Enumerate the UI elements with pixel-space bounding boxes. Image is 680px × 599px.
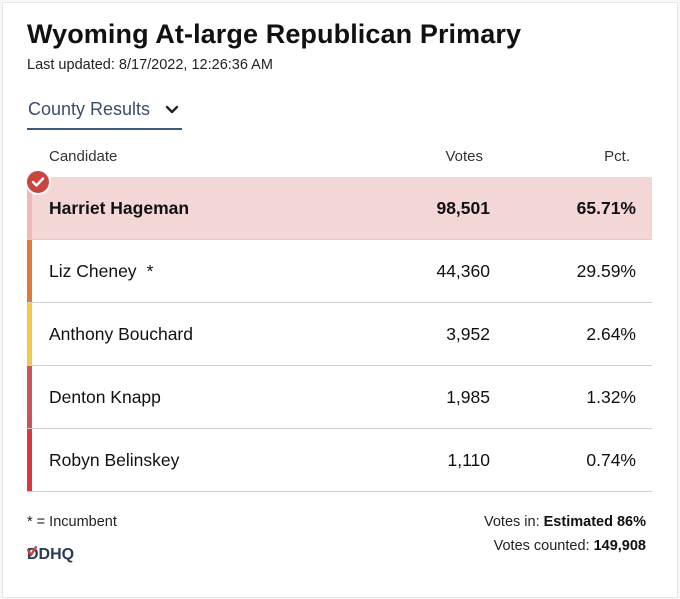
table-row: Harriet Hageman 98,501 65.71% xyxy=(25,169,652,240)
candidate-votes: 44,360 xyxy=(436,261,490,281)
county-results-dropdown[interactable]: County Results xyxy=(27,96,182,130)
votes-counted: Votes counted: 149,908 xyxy=(494,538,646,554)
votes-in-label: Votes in: xyxy=(483,514,540,530)
candidate-votes: 98,501 xyxy=(436,198,490,218)
votes-in-value: Estimated 86% xyxy=(543,514,646,530)
last-updated-value: 8/17/2022, 12:26:36 AM xyxy=(118,57,273,73)
candidate-pct: 1.32% xyxy=(586,387,636,407)
dropdown-label: County Results xyxy=(28,99,151,119)
candidate-pct: 2.64% xyxy=(586,324,636,344)
column-header-candidate: Candidate xyxy=(49,148,118,165)
candidate-pct: 0.74% xyxy=(586,450,636,470)
incumbent-mark: * xyxy=(146,261,154,281)
candidate-pct: 29.59% xyxy=(576,261,636,281)
candidate-color-bar xyxy=(27,240,32,302)
table-row: Denton Knapp 1,985 1.32% xyxy=(27,366,652,429)
candidate-name: Robyn Belinskey xyxy=(49,450,180,470)
page-title: Wyoming At-large Republican Primary xyxy=(27,19,522,49)
candidate-name: Harriet Hageman xyxy=(49,198,190,218)
candidate-name: Denton Knapp xyxy=(49,387,161,407)
candidate-color-bar xyxy=(27,303,32,365)
ddhq-logo: DDHQ xyxy=(27,545,74,563)
candidate-color-bar xyxy=(27,177,32,239)
votes-in: Votes in: Estimated 86% xyxy=(484,514,646,530)
candidate-color-bar xyxy=(27,429,32,491)
svg-text:DDHQ: DDHQ xyxy=(27,546,74,563)
column-header-pct: Pct. xyxy=(604,148,630,165)
results-table: Harriet Hageman 98,501 65.71% Liz Cheney… xyxy=(25,169,652,492)
last-updated-label: Last updated: xyxy=(27,57,115,73)
last-updated: Last updated: 8/17/2022, 12:26:36 AM xyxy=(27,57,273,73)
candidate-name: Anthony Bouchard xyxy=(49,324,193,344)
candidate-votes: 1,985 xyxy=(446,387,490,407)
column-header-votes: Votes xyxy=(445,148,483,165)
candidate-votes: 3,952 xyxy=(446,324,490,344)
incumbent-legend: * = Incumbent xyxy=(27,514,117,530)
candidate-votes: 1,110 xyxy=(447,450,491,470)
table-row: Liz Cheney * 44,360 29.59% xyxy=(27,240,652,303)
winner-check-icon xyxy=(25,169,51,195)
votes-counted-value: 149,908 xyxy=(593,538,646,554)
candidate-name: Liz Cheney * xyxy=(49,261,154,281)
table-row: Robyn Belinskey 1,110 0.74% xyxy=(27,429,652,492)
votes-counted-label: Votes counted: xyxy=(493,538,590,554)
table-row: Anthony Bouchard 3,952 2.64% xyxy=(27,303,652,366)
candidate-color-bar xyxy=(27,366,32,428)
candidate-pct: 65.71% xyxy=(576,198,636,218)
chevron-down-icon xyxy=(165,105,179,114)
